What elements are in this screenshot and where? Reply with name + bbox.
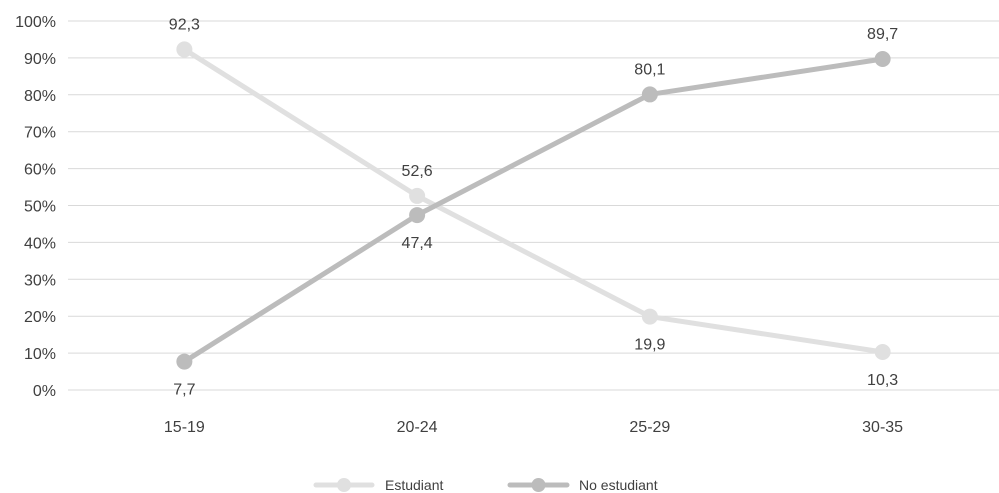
- data-label: 19,9: [634, 337, 665, 354]
- x-axis: 15-19 20-24 25-29 30-35: [164, 419, 903, 436]
- y-tick-label: 50%: [24, 199, 56, 216]
- legend-label: No estudiant: [579, 477, 658, 493]
- y-tick-label: 60%: [24, 162, 56, 179]
- data-label: 10,3: [867, 372, 898, 389]
- x-tick-label: 15-19: [164, 419, 205, 436]
- data-label: 92,3: [169, 16, 200, 33]
- legend-label: Estudiant: [385, 477, 443, 493]
- x-tick-label: 20-24: [397, 419, 438, 436]
- y-tick-label: 10%: [24, 346, 56, 363]
- y-tick-label: 30%: [24, 272, 56, 289]
- y-tick-label: 90%: [24, 51, 56, 68]
- legend-marker: [337, 478, 351, 492]
- data-label: 80,1: [634, 61, 665, 78]
- data-label: 89,7: [867, 26, 898, 43]
- y-tick-label: 40%: [24, 235, 56, 252]
- data-point: [176, 41, 193, 58]
- data-label: 7,7: [173, 382, 195, 399]
- data-label: 47,4: [402, 235, 433, 252]
- gridlines: [68, 20, 999, 391]
- y-axis: 0% 10% 20% 30% 40% 50% 60% 70% 80% 90% 100%: [15, 14, 56, 400]
- data-point: [641, 308, 658, 325]
- y-tick-label: 100%: [15, 14, 56, 31]
- legend: Estudiant No estudiant: [313, 477, 658, 493]
- y-tick-label: 70%: [24, 125, 56, 142]
- data-point: [409, 187, 426, 204]
- x-tick-label: 30-35: [862, 419, 903, 436]
- data-labels: 92,3 7,7 52,6 47,4 19,9 80,1 10,3 89,7: [169, 16, 898, 398]
- y-tick-label: 80%: [24, 88, 56, 105]
- y-tick-label: 20%: [24, 309, 56, 326]
- data-point: [874, 51, 891, 68]
- series-line-2: [181, 56, 886, 365]
- data-point: [409, 207, 426, 224]
- x-tick-label: 25-29: [629, 419, 670, 436]
- series-group: [176, 41, 891, 370]
- series-line-1: [181, 46, 886, 355]
- y-tick-label: 0%: [33, 383, 56, 400]
- data-label: 52,6: [402, 163, 433, 180]
- data-point: [874, 343, 891, 360]
- data-point: [641, 86, 658, 103]
- legend-marker: [531, 478, 546, 492]
- data-point: [176, 353, 193, 370]
